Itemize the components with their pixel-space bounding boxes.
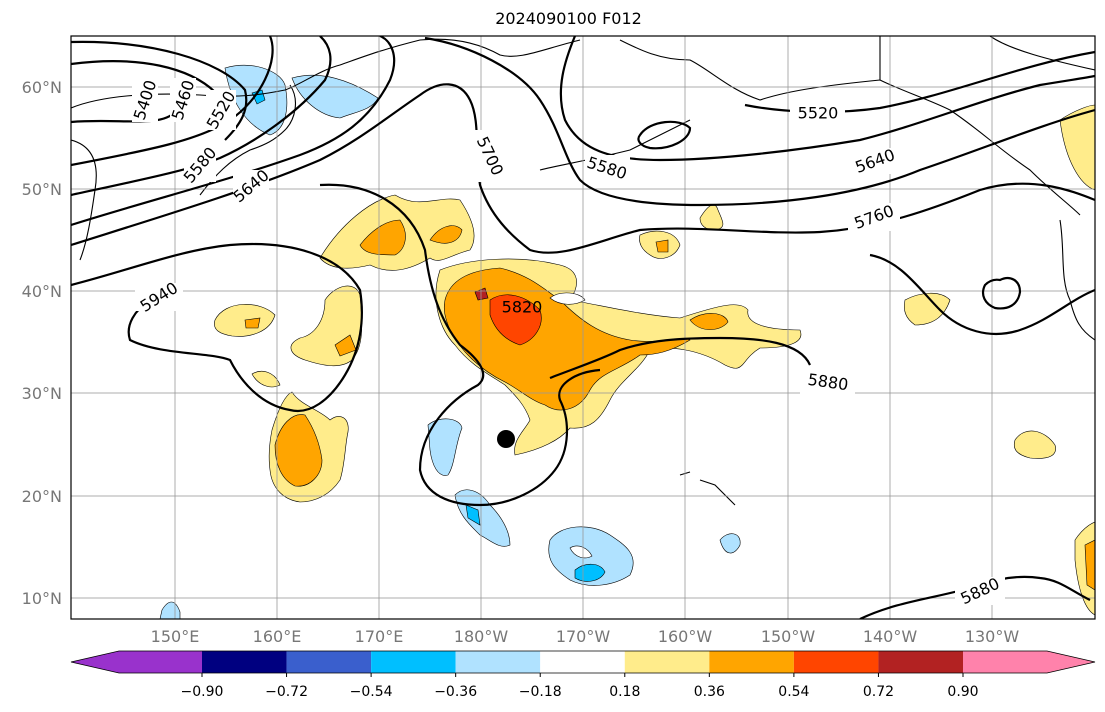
colorbar-segment: [455, 651, 541, 673]
lon-label: 170°E: [355, 627, 404, 646]
lon-label: 160°W: [658, 627, 713, 646]
colorbar-tick-label: 0.36: [694, 684, 725, 700]
colorbar-tick-label: −0.72: [265, 684, 308, 700]
map-frame: [70, 35, 1096, 620]
colorbar-outline: [70, 650, 1096, 674]
lat-label: 50°N: [22, 180, 62, 199]
colorbar-tick-label: −0.36: [434, 684, 477, 700]
colorbar-segment: [624, 651, 710, 673]
colorbar-tick-label: 0.90: [947, 684, 978, 700]
lon-labels: 150°E 160°E 170°E 180°W 170°W 160°W 150°…: [151, 627, 1020, 646]
lon-label: 180°W: [454, 627, 509, 646]
contour-label: 5820: [502, 298, 543, 317]
colorbar-segment: [371, 651, 456, 673]
lon-label: 130°W: [965, 627, 1020, 646]
colorbar-tick-label: 0.54: [778, 684, 809, 700]
shaded-field: [159, 64, 1095, 619]
storm-center-marker: [497, 430, 515, 448]
colorbar-segment: [878, 651, 963, 673]
colorbar-tick-label: −0.54: [350, 684, 393, 700]
contour-labels: 5400 5460 5520 5580 5640 5700 5580 5520 …: [130, 78, 1005, 608]
lat-label: 60°N: [22, 78, 62, 97]
lon-label: 150°W: [761, 627, 816, 646]
lon-label: 140°W: [863, 627, 918, 646]
lat-labels: 60°N 50°N 40°N 30°N 20°N 10°N: [22, 78, 62, 608]
contour-label: 5520: [798, 104, 839, 123]
colorbar-tick-label: 0.18: [609, 684, 640, 700]
colorbar-segment: [793, 651, 879, 673]
colorbar-tick-label: 0.72: [863, 684, 894, 700]
lon-label: 160°E: [253, 627, 302, 646]
map-title: 2024090100 F012: [495, 9, 642, 28]
lat-label: 30°N: [22, 384, 62, 403]
colorbar-segment: [709, 651, 794, 673]
lon-label: 170°W: [556, 627, 611, 646]
height-contours: [71, 36, 1095, 619]
colorbar-segment: [202, 651, 287, 673]
colorbar-tick-label: −0.18: [519, 684, 562, 700]
colorbar-segment: [286, 651, 372, 673]
lon-label: 150°E: [151, 627, 200, 646]
colorbar: −0.90 −0.72 −0.54 −0.36 −0.18 0.18 0.36 0.54 0.7…: [70, 650, 1096, 700]
colorbar-tick-label: −0.90: [181, 684, 224, 700]
lat-label: 20°N: [22, 487, 62, 506]
lat-label: 10°N: [22, 589, 62, 608]
map-layers: 5400 5460 5520 5580 5640 5700 5580 5520 …: [71, 36, 1095, 619]
colorbar-segment: [71, 651, 202, 673]
lat-label: 40°N: [22, 282, 62, 301]
colorbar-segment: [963, 651, 1095, 673]
colorbar-segment: [540, 651, 625, 673]
